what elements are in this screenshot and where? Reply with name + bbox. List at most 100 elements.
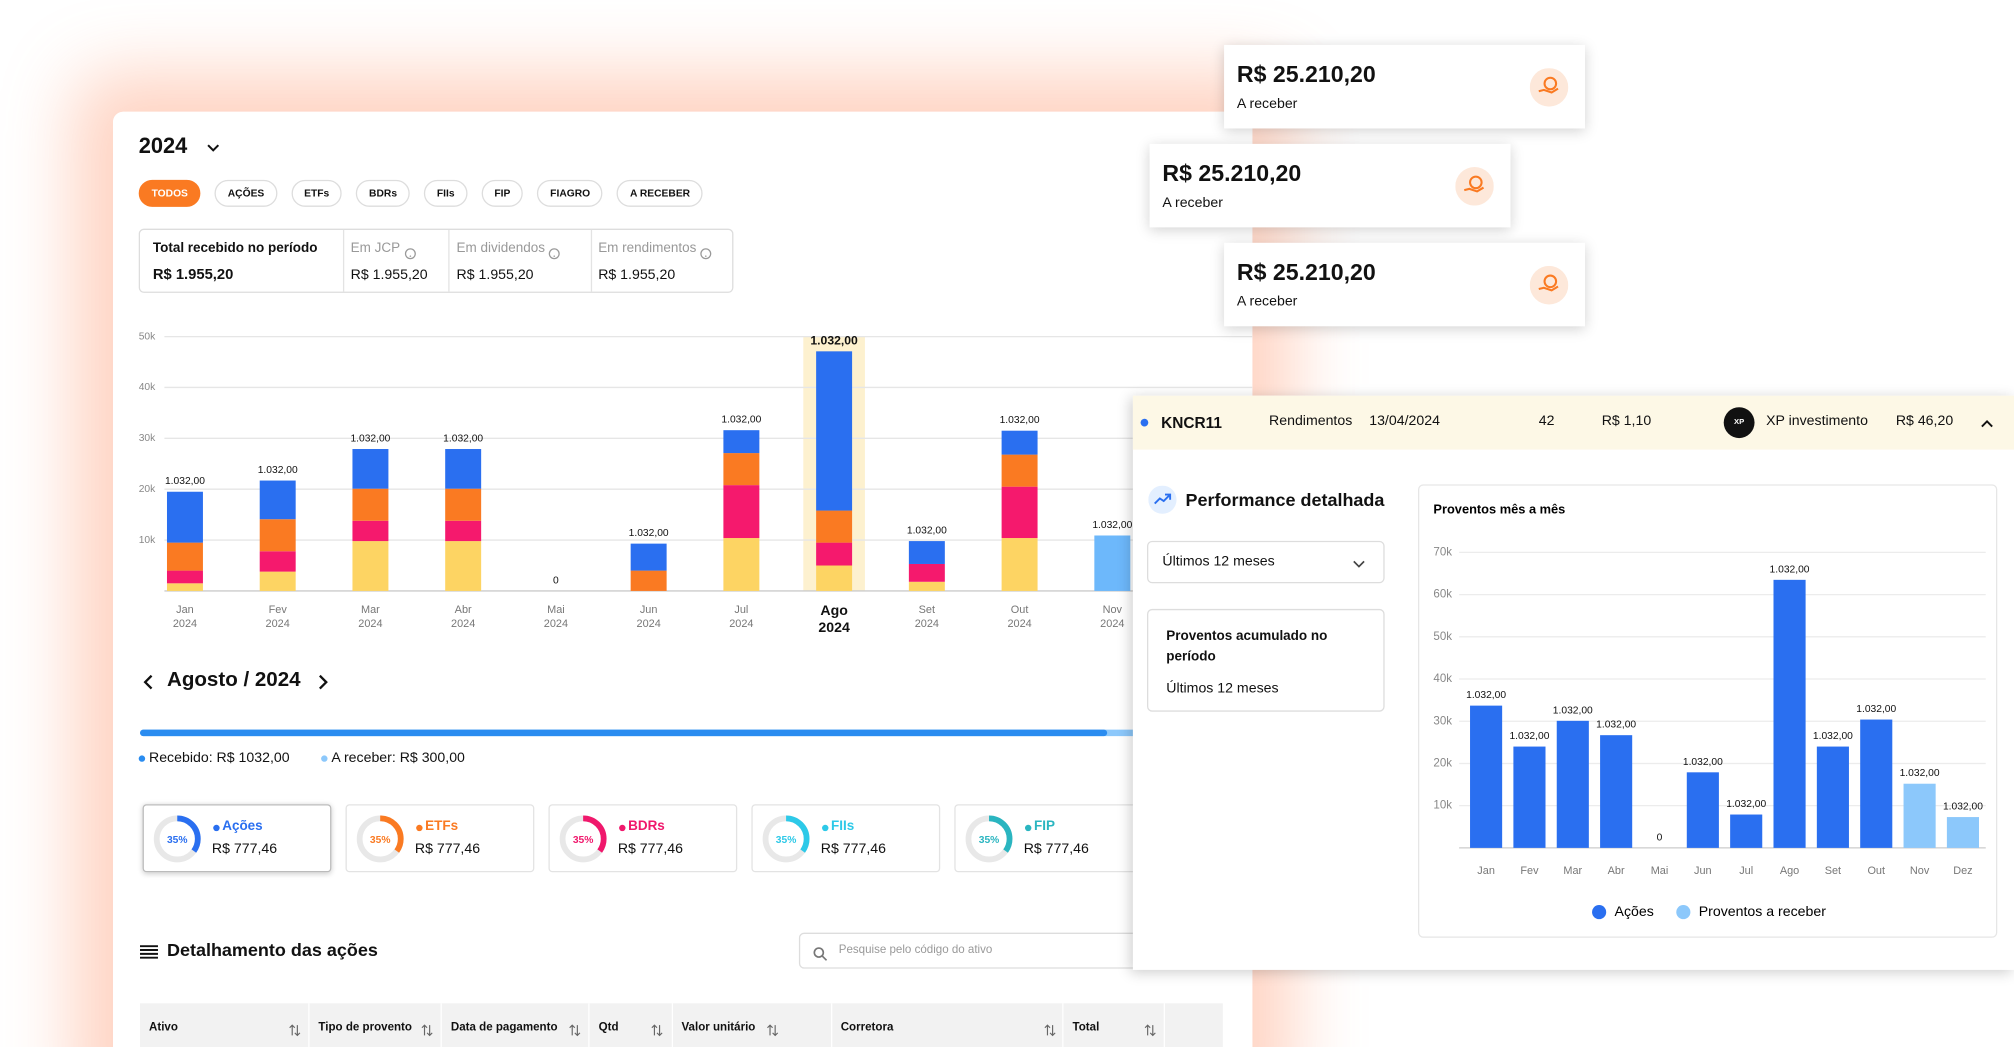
bar [1094,535,1131,591]
year-dropdown[interactable] [204,139,222,157]
legend-dot [213,824,220,832]
legend-label: Ações [1615,903,1654,919]
bar-annotation: 0 [553,575,559,586]
column-header[interactable]: Data de pagamento [442,1003,590,1047]
bar [1600,735,1633,848]
row-ticker: KNCR11 [1161,413,1222,432]
prev-month[interactable] [141,673,156,691]
filter-pill[interactable]: FIP [481,179,524,207]
asset-name: Ações [222,818,263,834]
bar [630,543,667,571]
search-icon [813,944,828,961]
card-icon-glyph [1455,167,1494,206]
summary-value: R$ 1.955,20 [598,267,676,283]
x-tick-year: 2024 [266,618,290,630]
column-label: Ativo [148,1020,178,1033]
column-header[interactable]: Qtd [590,1003,673,1047]
search-box[interactable]: Pesquise pelo código do ativo [798,932,1185,969]
column-header[interactable]: Total [1064,1003,1166,1047]
filter-pill[interactable]: FIAGRO [537,179,603,207]
asset-card[interactable]: 35% FIIs R$ 777,46 [751,804,941,873]
x-tick-label: Mai [1651,865,1669,877]
x-tick-year: 2024 [915,618,939,630]
donut-label: 35% [573,835,594,846]
x-tick-label: Abr [455,604,472,616]
x-tick-year: 2024 [637,618,661,630]
asset-row: KNCR11 Rendimentos 13/04/2024 42 R$ 1,10 XP i… [1132,395,2014,450]
legend-dot [321,755,328,762]
collapse-chevron[interactable] [1979,415,1994,430]
bar [166,583,203,591]
x-tick-label: Set [919,604,935,616]
bar [1773,579,1806,848]
help-glyph [549,247,561,259]
bar [908,581,945,591]
select-chevron [1351,555,1366,570]
bar [816,351,853,511]
asset-card[interactable]: 35% Ações R$ 777,46 [142,804,332,873]
legend-swatch [1676,905,1691,920]
donut-svg: 35% [762,815,810,863]
summary-label: Em rendimentos [598,240,697,256]
accumulated-title: Proventos acumulado no período [1166,628,1328,665]
filter-pill[interactable]: TODOS [138,179,201,207]
x-tick-label: Mai [547,604,565,616]
column-header[interactable]: Ativo [140,1003,310,1047]
asset-amount: R$ 777,46 [414,841,481,857]
summary-box: Total recebido no período R$ 1.955,20 Em J… [138,228,734,293]
column-header [1165,1003,1222,1047]
bar-annotation: 1.032,00 [721,415,761,426]
bar-annotation: 0 [1657,832,1663,843]
bar [1001,430,1038,455]
card-label: A receber [1236,294,1298,310]
bar [816,565,853,591]
sort-icon-glyph [569,1024,581,1037]
asset-card[interactable]: 35% BDRs R$ 777,46 [548,804,738,873]
legend-dot [822,824,829,832]
x-tick-label: Fev [1520,865,1539,877]
column-header[interactable]: Tipo de provento [309,1003,442,1047]
summary-cell: Total recebido no período R$ 1.955,20 [140,229,345,292]
filter-pill[interactable]: BDRs [356,179,410,207]
sort-icon-glyph [289,1024,301,1037]
y-tick-label: 20k [1433,758,1452,770]
bar-annotation: 1.032,00 [1466,690,1506,701]
summary-label: Em JCP [350,240,401,256]
x-tick-year: 2024 [544,618,568,630]
bar [352,520,389,542]
column-header[interactable]: Valor unitário [672,1003,832,1047]
filter-pill[interactable]: ETFs [291,179,343,207]
filter-pill[interactable]: AÇÕES [214,179,278,207]
bar [723,453,760,486]
donut-svg: 35% [153,815,201,863]
asset-amount: R$ 777,46 [820,841,886,857]
y-tick-label: 10k [139,535,156,546]
next-month[interactable] [315,673,330,691]
bar [723,485,760,539]
help-glyph [700,247,712,259]
bar-annotation: 1.032,00 [1596,720,1636,731]
asset-card[interactable]: 35% ETFs R$ 777,46 [345,804,535,873]
filter-pill[interactable]: FIIs [424,179,468,207]
card-icon [1529,68,1569,107]
main-ui: 2024 TODOS AÇÕES ETFs BDRs FIIs FIP FIAGRO A REC… [138,134,1253,1047]
x-tick-label: Nov [1103,604,1123,616]
performance-icon-glyph [1148,485,1177,514]
filter-pill[interactable]: A RECEBER [617,179,703,207]
donut-arc [356,815,404,863]
column-header[interactable]: Corretora [832,1003,1064,1047]
summary-cell: Em dividendos R$ 1.955,20 [450,229,592,292]
period-select[interactable]: Últimos 12 meses [1147,540,1385,584]
asset-card[interactable]: 35% FIP R$ 777,46 [954,804,1144,873]
bar [259,571,296,591]
prev-month-glyph [143,674,153,690]
donut: 35% [760,813,811,864]
y-tick-label: 50k [1433,631,1452,643]
panel-chart: Proventos mês a mês 10k 20k 30k 40k 50k 60k 70k… [1433,501,1986,920]
donut: 35% [557,813,608,864]
bar-annotation: 1.032,00 [629,528,669,539]
card-label: A receber [1162,195,1223,211]
x-tick-label: Out [1867,865,1885,877]
status-dot [1140,418,1149,427]
